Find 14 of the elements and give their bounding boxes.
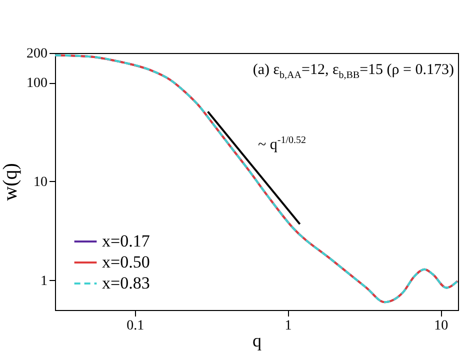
y-tick-label: 200 [26,46,48,62]
legend-label: x=0.83 [102,274,150,292]
y-axis-title: w(q) [0,163,22,201]
legend-label: x=0.17 [102,232,150,250]
y-tick-label: 1 [40,274,48,289]
x-axis-title: q [252,330,262,350]
x-tick-label: 10 [434,318,448,334]
y-tick-label: 100 [26,76,48,92]
legend-label: x=0.50 [102,252,150,272]
y-tick-label: 10 [34,175,48,190]
x-tick-label: 0.1 [126,318,144,334]
annotation: (a) ε$_{b,AA}$=12, ε$_{b,BB}$=15 (ρ = 0.173) [252,62,454,81]
x-tick-label: 1 [284,318,292,334]
annotation: ~ q$^{-1/0.52}$ [258,135,306,153]
